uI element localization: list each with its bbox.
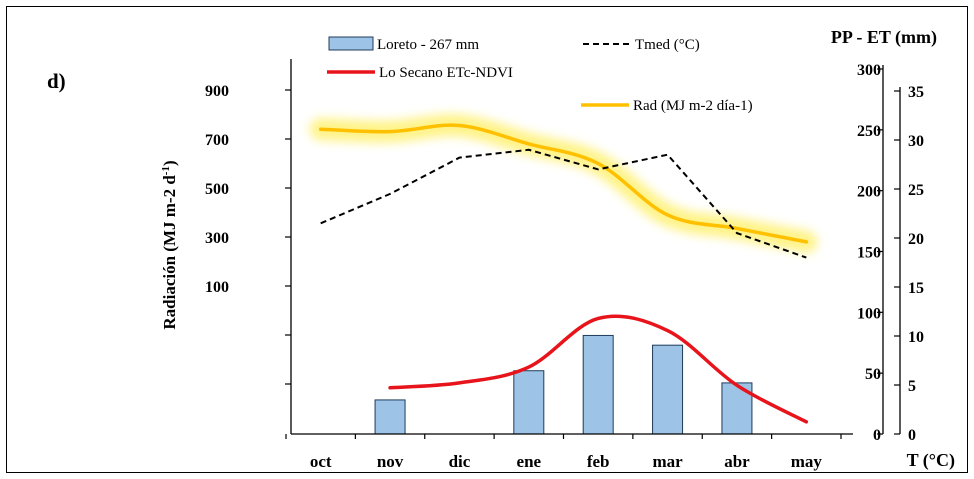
x-tick-label-abr: abr [724,452,750,471]
left-tick-label-700: 700 [205,132,229,149]
etc-line [388,314,809,424]
panel-label: d) [47,69,66,93]
legend-label-rad: Rad (MJ m-2 día-1) [633,98,753,114]
temp-tick-label-15: 15 [908,280,924,297]
left-tick-label-900: 900 [205,83,229,100]
pp-tick-label-250: 250 [857,123,881,140]
legend-label-tmed: Tmed (°C) [635,37,700,53]
legend-label-etc: Lo Secano ETc-NDVI [379,65,513,81]
combo-chart: oct nov dic ene feb mar abr may0501001502002503… [47,27,955,471]
temp-tick-label-30: 30 [908,133,924,150]
left-tick-label-100: 100 [205,279,229,296]
left-axis-title: Radiación (MJ m-2 d-1) [160,160,179,329]
pp-axis-title: PP - ET (mm) [831,27,937,48]
pp-tick-label-150: 150 [857,245,881,262]
tmed-line [320,148,807,259]
temp-tick-label-5: 5 [908,378,916,395]
pp-tick-label-100: 100 [857,305,881,322]
x-tick-label-feb: feb [587,452,610,471]
x-tick-label-oct: oct [310,452,332,471]
x-tick-label-may: may [791,452,823,471]
x-tick-label-dic: dic [449,452,471,471]
x-tick-label-ene: ene [517,452,542,471]
rad-line [318,123,809,244]
left-tick-label-300: 300 [205,230,229,247]
x-tick-label-mar: mar [652,452,683,471]
bar-nov [374,399,406,435]
temp-tick-label-10: 10 [908,329,924,346]
pp-tick-label-300: 300 [857,62,881,79]
pp-tick-label-50: 50 [865,366,881,383]
pp-tick-label-200: 200 [857,184,881,201]
legend-swatch-loreto [328,36,374,51]
bar-feb [582,334,614,435]
chart-frame: oct nov dic ene feb mar abr may 0 50 100 150 200 250 3… [6,6,968,473]
legend-label-loreto: Loreto - 267 mm [377,37,479,53]
rad-line-glow [309,114,818,253]
x-tick-label-nov: nov [377,452,404,471]
temp-tick-label-35: 35 [908,84,924,101]
temp-tick-label-20: 20 [908,231,924,248]
temp-axis-title: T (°C) [907,450,955,471]
bar-mar [652,344,684,435]
left-tick-label-500: 500 [205,181,229,198]
temp-tick-label-0: 0 [908,427,916,444]
pp-tick-label-0: 0 [873,427,881,444]
temp-tick-label-25: 25 [908,182,924,199]
bar-ene [513,370,545,435]
